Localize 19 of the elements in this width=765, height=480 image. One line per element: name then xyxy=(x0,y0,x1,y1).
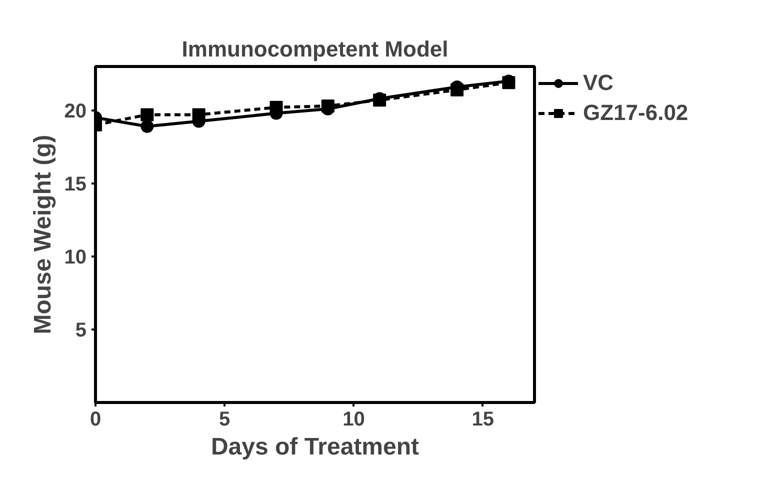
legend-label: GZ17-6.02 xyxy=(583,100,688,126)
y-tick-label: 20 xyxy=(64,100,87,122)
point xyxy=(270,100,283,114)
point xyxy=(140,120,154,133)
y-tick-label: 15 xyxy=(64,173,87,196)
point xyxy=(321,99,334,112)
point xyxy=(450,83,464,96)
legend-label: VC xyxy=(583,70,614,96)
point xyxy=(192,108,206,122)
x-tick-label: 10 xyxy=(342,408,365,430)
point xyxy=(140,108,154,122)
x-tick-label: 15 xyxy=(472,408,494,430)
y-axis-title: Mouse Weight (g) xyxy=(29,134,56,334)
x-tick-label: 5 xyxy=(219,408,230,430)
y-tick-label: 5 xyxy=(75,319,86,342)
x-axis-title: Days of Treatment xyxy=(210,434,420,460)
chart-title: Immunocompetent Model xyxy=(182,36,448,62)
y-tick-label: 10 xyxy=(64,246,87,268)
x-tick-label: 0 xyxy=(90,408,102,430)
